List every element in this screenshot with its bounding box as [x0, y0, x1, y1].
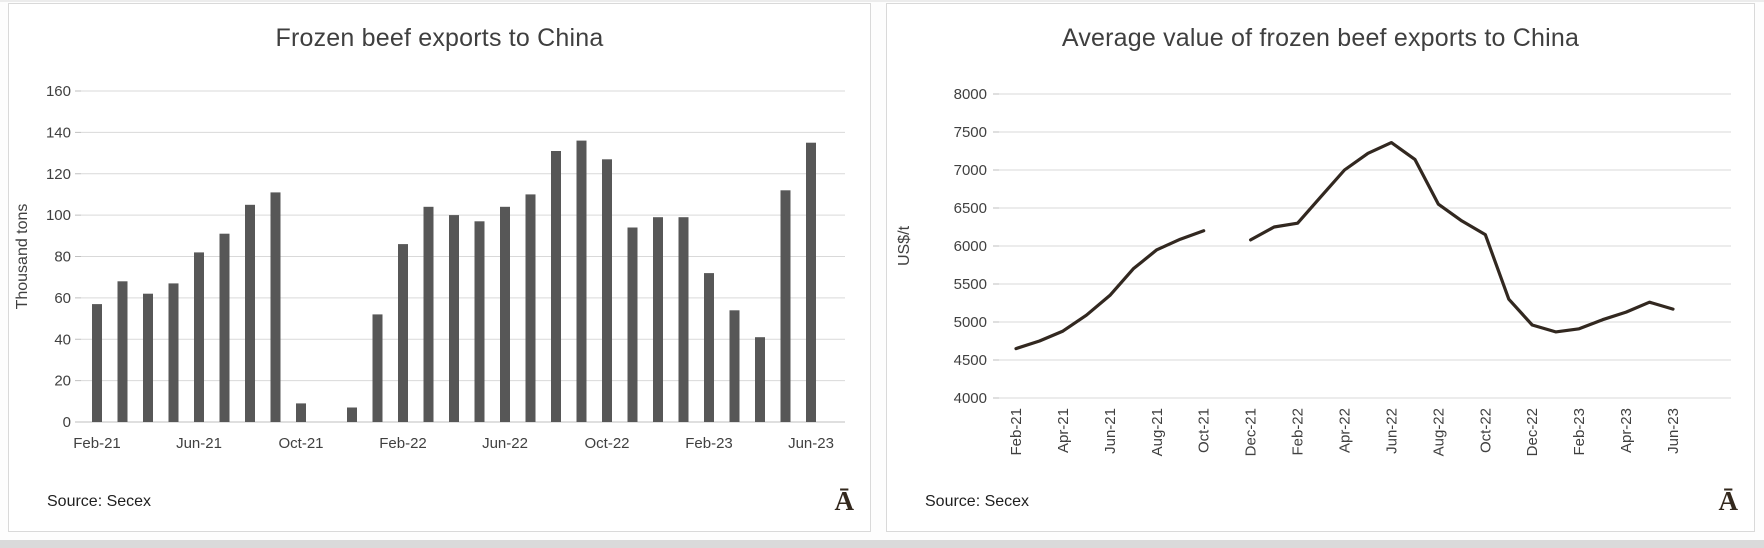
x-tick-label: Feb-23 — [1571, 408, 1588, 456]
x-tick-label: Feb-21 — [1008, 408, 1025, 456]
x-tick-label: Apr-22 — [1337, 408, 1354, 453]
y-axis-title: US$/t — [896, 225, 913, 266]
bar-Jun-21 — [194, 252, 204, 422]
bar-Mar-23 — [729, 310, 740, 422]
x-tick-label: Feb-22 — [379, 435, 427, 452]
y-tick-label: 140 — [46, 124, 71, 141]
bar-Aug-22 — [551, 151, 561, 422]
bar-Jul-22 — [525, 194, 536, 422]
bar-Mar-21 — [117, 281, 128, 422]
bar-May-23 — [780, 190, 791, 422]
bar-May-22 — [474, 221, 485, 422]
x-tick-label: Jun-21 — [1102, 408, 1119, 454]
x-tick-label: Jun-21 — [176, 435, 222, 452]
x-tick-label: Dec-21 — [1243, 408, 1260, 456]
y-tick-label: 6000 — [954, 238, 987, 255]
exports-bar-chart: 0 20 40 60 80 100 120 140 160 Feb-21 Jun-21 Oct-21 F… — [14, 83, 845, 452]
bar-Sep-22 — [576, 140, 587, 422]
x-tick-label: Apr-23 — [1618, 408, 1635, 453]
exports-chart-title: Frozen beef exports to China — [275, 24, 604, 52]
bottom-border-strip — [0, 540, 1764, 548]
bar-Aug-21 — [245, 204, 255, 422]
bar-Apr-23 — [755, 337, 765, 422]
y-tick-label: 5500 — [954, 276, 987, 293]
x-tick-label: Oct-22 — [584, 435, 629, 452]
exports-volume-panel: Frozen beef exports to China 0 20 40 60 80 10… — [8, 3, 871, 532]
y-tick-label: 7500 — [954, 124, 987, 141]
bar-Mar-22 — [423, 206, 434, 422]
watermark-logo-icon: Ā — [1718, 486, 1739, 516]
x-tick-label: Oct-21 — [278, 435, 323, 452]
avg-value-chart-title: Average value of frozen beef exports to … — [1061, 24, 1580, 52]
x-tick-label: Jun-22 — [482, 435, 528, 452]
source-label: Source: Secex — [925, 493, 1030, 510]
x-tick-label: Oct-22 — [1477, 408, 1494, 453]
bar-Nov-22 — [627, 227, 638, 422]
bar-Jan-23 — [678, 217, 689, 422]
x-tick-label: Feb-23 — [685, 435, 733, 452]
y-tick-label: 6500 — [954, 200, 987, 217]
y-tick-label: 8000 — [954, 86, 987, 103]
x-tick-label: Feb-22 — [1290, 408, 1307, 456]
bar-Jan-22 — [372, 314, 383, 422]
x-tick-label: Apr-21 — [1055, 408, 1072, 453]
y-tick-label: 60 — [54, 290, 71, 307]
exports-value-panel: Average value of frozen beef exports to … — [886, 3, 1755, 532]
watermark-logo-icon: Ā — [834, 486, 855, 516]
bar-Dec-21 — [347, 407, 357, 422]
x-tick-label: Feb-21 — [73, 435, 121, 452]
bar-Feb-23 — [704, 273, 714, 422]
y-tick-label: 4000 — [954, 390, 987, 407]
y-tick-label: 0 — [63, 414, 71, 431]
x-tick-label: Jun-23 — [788, 435, 834, 452]
y-tick-label: 100 — [46, 207, 71, 224]
bar-Sep-21 — [270, 192, 281, 422]
bar-Feb-22 — [398, 244, 408, 422]
value-line — [1014, 141, 1675, 351]
x-tick-label: Dec-22 — [1524, 408, 1541, 456]
avg-value-line-chart: 4000 4500 5000 5500 6000 6500 7000 7500 8000 Feb-… — [896, 86, 1731, 456]
x-tick-label: Jun-22 — [1383, 408, 1400, 454]
y-tick-label: 5000 — [954, 314, 987, 331]
y-tick-label: 4500 — [954, 352, 987, 369]
y-tick-label: 80 — [54, 249, 71, 266]
bar-Oct-22 — [602, 159, 612, 423]
bar-Oct-21 — [296, 403, 306, 422]
bar-Apr-22 — [449, 215, 459, 422]
bar-Dec-22 — [653, 217, 663, 422]
y-tick-label: 20 — [54, 373, 71, 390]
x-tick-label: Aug-21 — [1149, 408, 1166, 456]
y-tick-label: 120 — [46, 166, 71, 183]
x-tick-label: Oct-21 — [1196, 408, 1213, 453]
x-tick-label: Aug-22 — [1430, 408, 1447, 456]
y-tick-label: 40 — [54, 331, 71, 348]
bar-Jun-22 — [500, 206, 510, 422]
source-label: Source: Secex — [47, 493, 152, 510]
bar-May-21 — [168, 283, 179, 422]
bar-Jul-21 — [219, 233, 230, 422]
y-tick-label: 160 — [46, 83, 71, 100]
bar-Feb-21 — [92, 304, 102, 422]
x-tick-label: Jun-23 — [1665, 408, 1682, 454]
y-tick-label: 7000 — [954, 162, 987, 179]
bar-Jun-23 — [806, 142, 816, 422]
bar-Apr-21 — [143, 293, 153, 422]
y-axis-title: Thousand tons — [14, 204, 31, 310]
